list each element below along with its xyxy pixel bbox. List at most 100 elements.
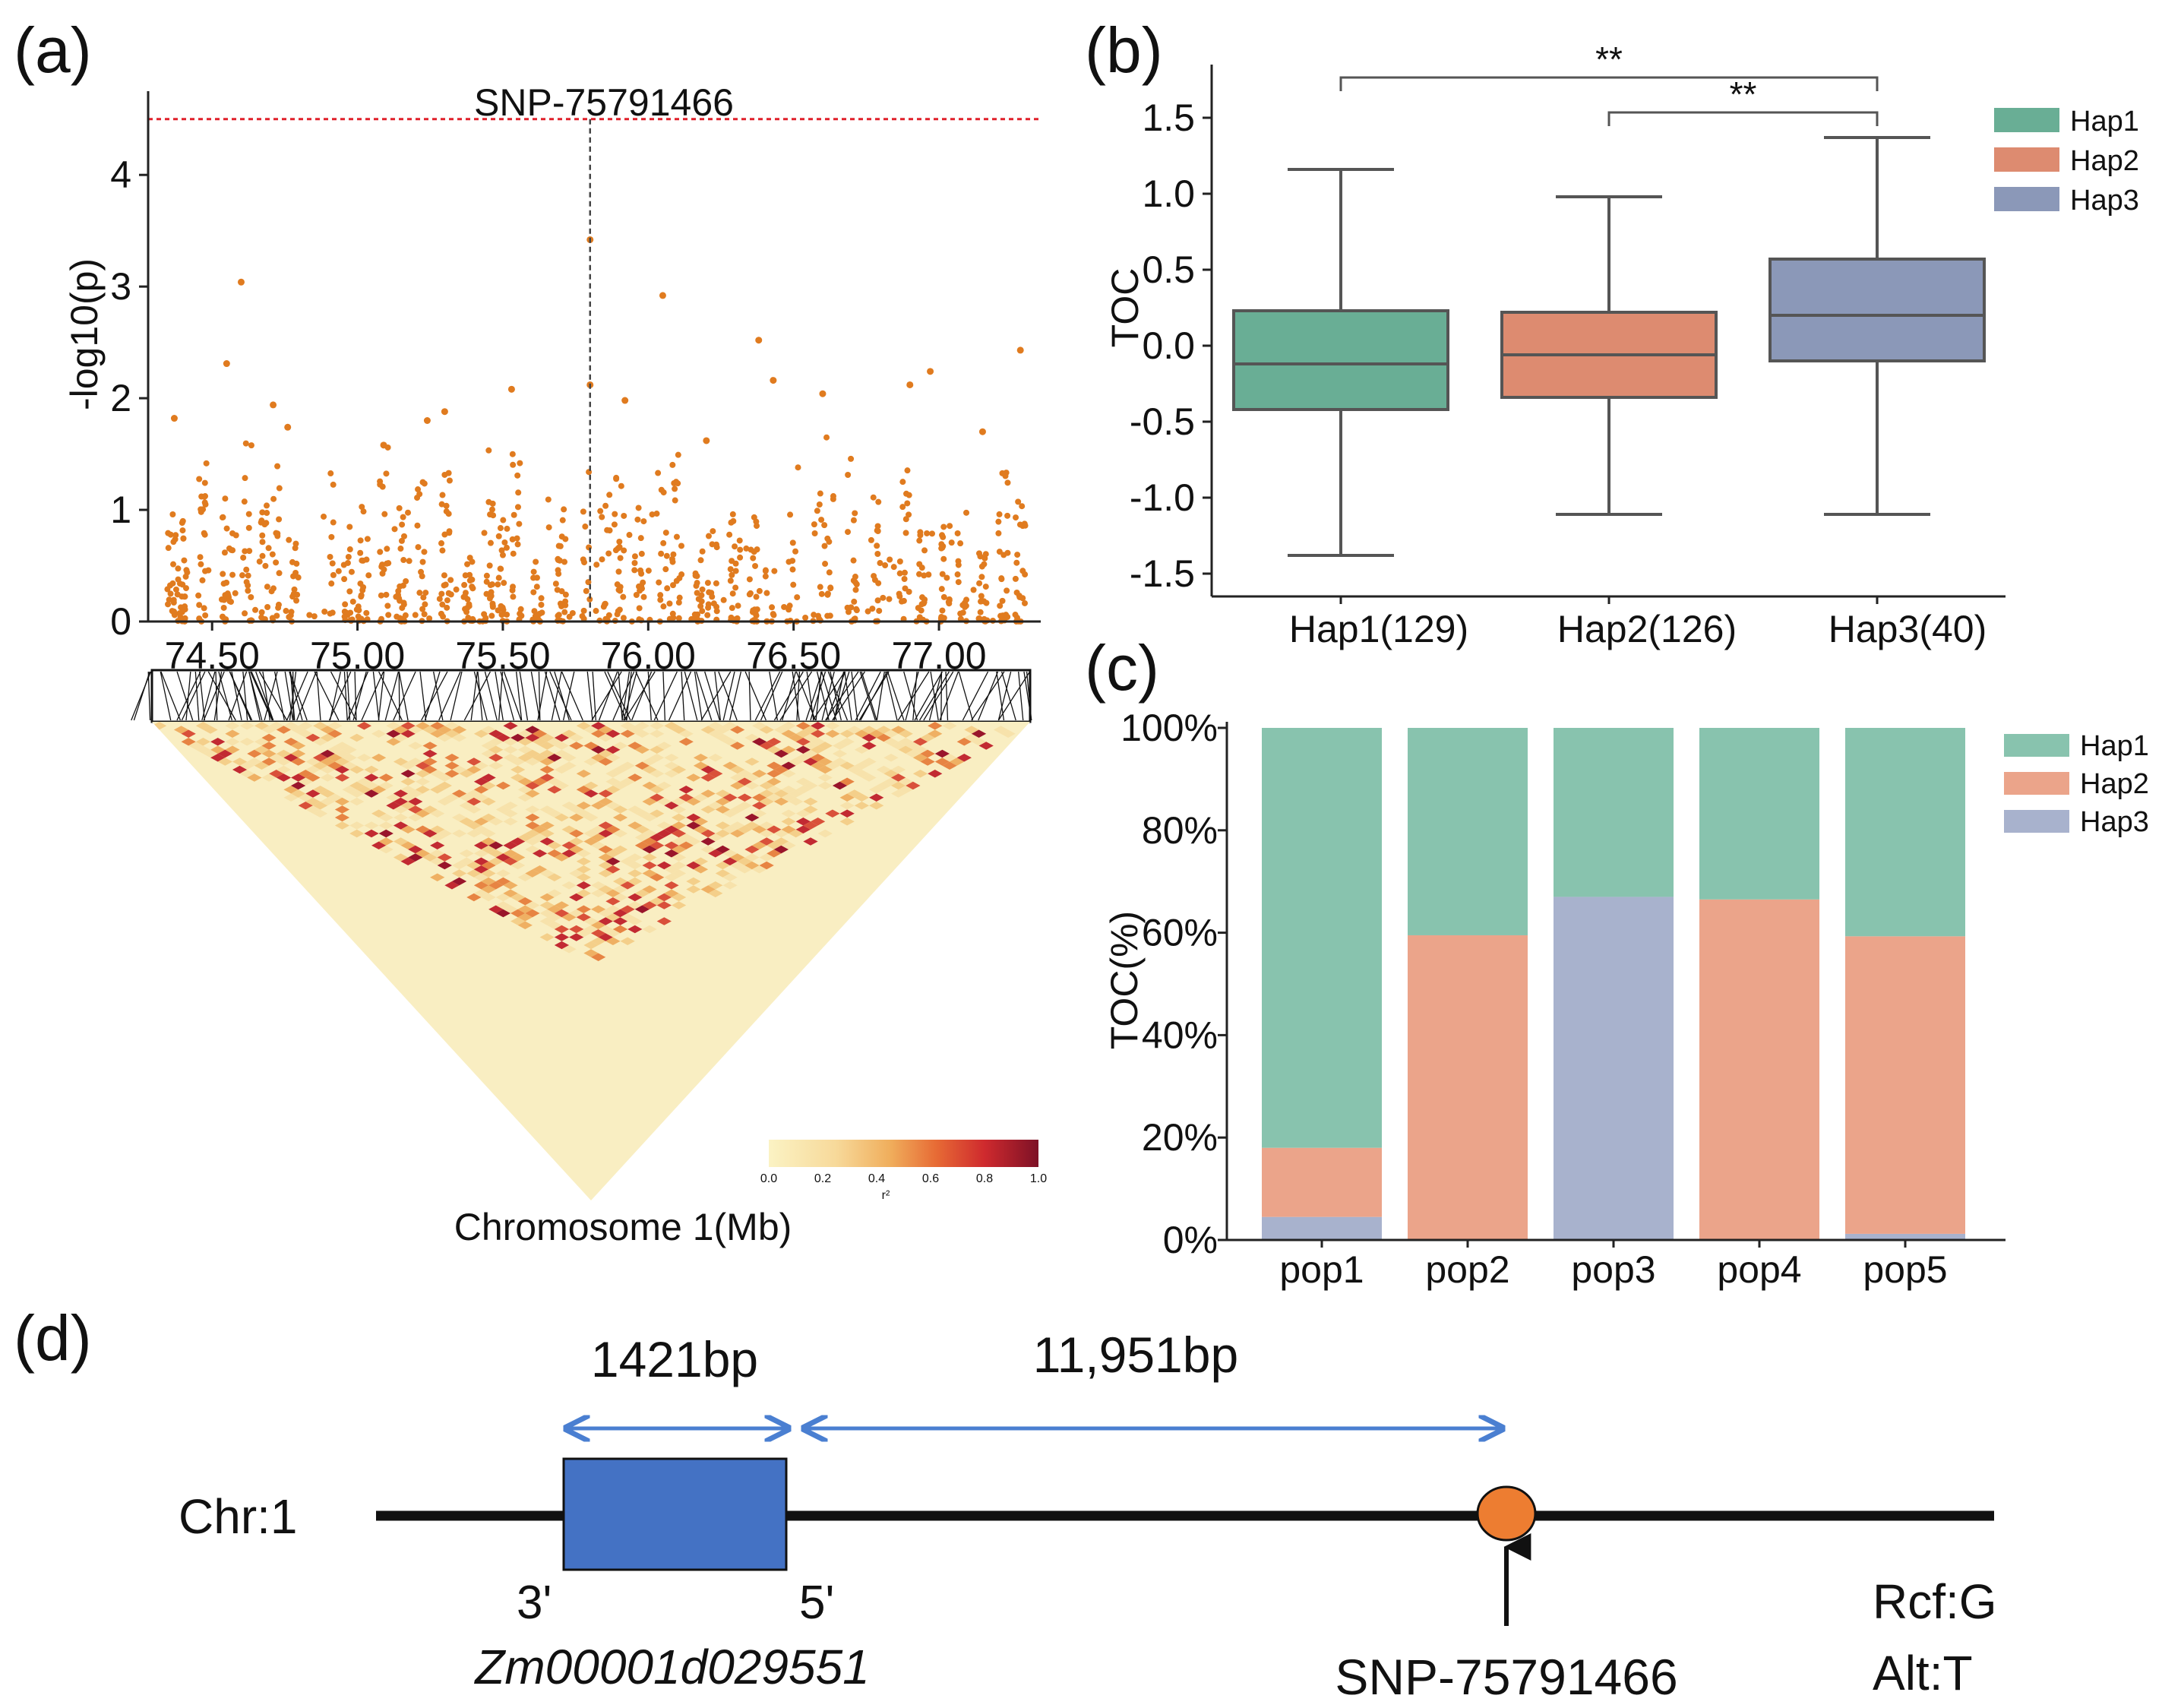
ld-cell xyxy=(627,742,643,750)
snp-point xyxy=(819,390,827,397)
ld-cell xyxy=(561,945,577,954)
snp-point xyxy=(195,592,202,599)
ld-cell xyxy=(473,761,489,770)
ld-cell xyxy=(532,833,548,842)
ld-link xyxy=(398,671,400,721)
snp-point xyxy=(517,606,524,612)
ld-link xyxy=(827,671,849,721)
x-tick-label: pop3 xyxy=(1571,1248,1655,1291)
ld-link xyxy=(612,671,635,721)
ld-link xyxy=(939,671,959,721)
snp-point xyxy=(981,555,988,561)
ld-cell xyxy=(547,913,562,922)
snp-point xyxy=(998,576,1005,583)
snp-point xyxy=(821,522,828,529)
ld-link xyxy=(722,671,735,721)
ld-cell xyxy=(598,885,613,894)
ld-cell xyxy=(759,861,774,870)
ld-cell xyxy=(291,781,306,790)
ld-cell xyxy=(422,726,438,734)
ld-cell xyxy=(298,729,313,738)
ld-cell xyxy=(532,754,548,762)
snp-point xyxy=(959,602,966,609)
ld-cell xyxy=(547,786,562,794)
ld-cell xyxy=(298,777,313,786)
ld-cell xyxy=(210,754,226,762)
snp-point xyxy=(638,550,645,557)
ld-cell xyxy=(466,829,482,838)
ld-cell xyxy=(525,909,540,918)
ld-link xyxy=(903,671,918,721)
ld-cell xyxy=(291,742,306,750)
ld-link xyxy=(851,671,858,721)
snp-point xyxy=(385,560,392,567)
snp-point xyxy=(924,530,931,536)
snp-point xyxy=(196,615,203,622)
snp-point xyxy=(557,542,564,549)
snp-point xyxy=(729,605,735,612)
snp-point xyxy=(438,590,445,597)
snp-point xyxy=(982,584,989,590)
ld-cell xyxy=(327,722,343,730)
snp-point xyxy=(562,591,569,598)
snp-point xyxy=(488,506,495,513)
panel-label-b: (b) xyxy=(1085,14,1163,86)
snp-point xyxy=(781,603,788,610)
ld-cell xyxy=(583,813,599,822)
ld-cell xyxy=(239,722,254,730)
ld-cell xyxy=(839,802,855,810)
ld-cell xyxy=(195,738,211,746)
snp-point xyxy=(446,477,453,484)
ld-cell xyxy=(642,829,657,838)
bar-pop5-hap3 xyxy=(1845,1233,1965,1240)
snp-point xyxy=(954,571,961,578)
snp-point xyxy=(850,517,857,523)
snp-point xyxy=(824,612,831,619)
snp-point xyxy=(976,580,983,587)
colorbar-tick-label: 0.2 xyxy=(814,1172,831,1185)
ld-cell xyxy=(642,813,657,822)
snp-point xyxy=(795,464,801,471)
ld-cell xyxy=(789,797,804,806)
snp-point xyxy=(342,601,349,608)
snp-point xyxy=(358,593,365,600)
snp-point xyxy=(402,612,409,618)
snp-point xyxy=(947,523,953,530)
ld-cell xyxy=(650,841,665,849)
snp-point xyxy=(737,546,744,553)
ld-cell xyxy=(605,729,621,738)
ld-cell xyxy=(364,789,379,798)
ld-cell xyxy=(503,802,518,810)
ld-cell xyxy=(598,821,613,830)
snp-point xyxy=(530,589,537,596)
box-hap3 xyxy=(1768,258,1986,362)
snp-point xyxy=(264,510,270,517)
ld-cell xyxy=(481,797,496,806)
ld-cell xyxy=(576,881,591,890)
ld-cell xyxy=(766,738,782,746)
ld-cell xyxy=(408,845,423,854)
snp-point xyxy=(732,584,739,591)
ld-cell xyxy=(744,781,760,790)
ld-cell xyxy=(576,865,591,874)
ld-cell xyxy=(378,837,394,846)
snp-point xyxy=(874,542,880,549)
ld-cell xyxy=(503,881,518,890)
snp-point xyxy=(763,590,770,596)
ld-cell xyxy=(312,722,328,730)
snp-point xyxy=(503,544,510,551)
ld-cell xyxy=(722,809,738,818)
snp-point xyxy=(422,590,429,596)
snp-point xyxy=(229,530,236,536)
ld-cell xyxy=(473,729,489,738)
ld-cell xyxy=(269,722,284,730)
snp-point xyxy=(397,583,403,590)
ld-cell xyxy=(737,857,752,865)
snp-point xyxy=(264,604,271,611)
snp-point xyxy=(385,612,392,618)
ld-cell xyxy=(839,738,855,746)
ld-cell xyxy=(627,917,643,925)
gene-box xyxy=(562,1457,788,1571)
colorbar-tick-label: 0.4 xyxy=(868,1172,885,1185)
snp-point xyxy=(174,591,181,598)
